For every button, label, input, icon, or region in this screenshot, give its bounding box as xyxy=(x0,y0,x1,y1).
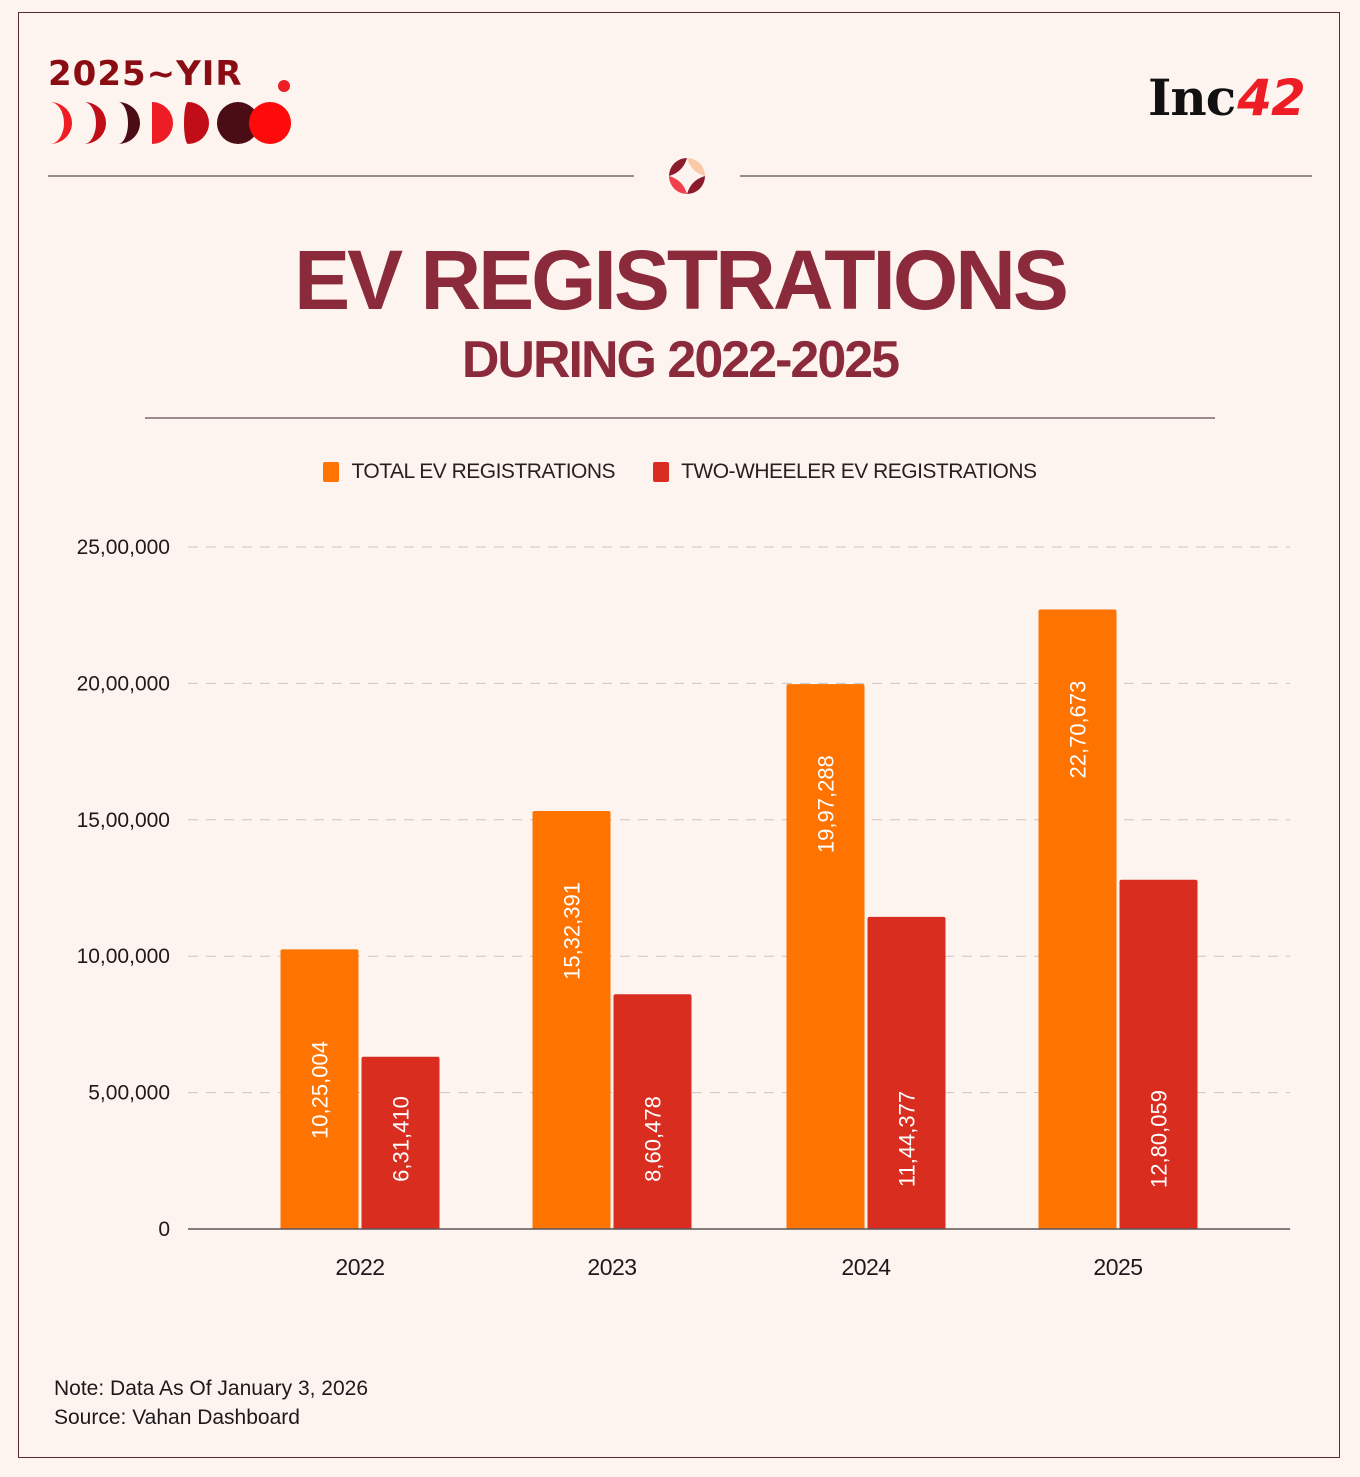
yir-logo-dot xyxy=(278,80,290,92)
x-tick-label: 2025 xyxy=(1093,1254,1142,1280)
legend-item-two-wheeler: TWO-WHEELER EV REGISTRATIONS xyxy=(653,460,1037,484)
legend-swatch-total xyxy=(323,462,340,482)
footer-notes: Note: Data As Of January 3, 2026 Source:… xyxy=(54,1374,368,1432)
bar-chart: 0 5,00,000 10,00,000 15,00,000 20,00,000 25,0… xyxy=(77,536,1290,1280)
chart-legend: TOTAL EV REGISTRATIONS TWO-WHEELER EV RE… xyxy=(0,460,1360,484)
bar-value-label: 22,70,673 xyxy=(1066,681,1091,779)
data-note: Note: Data As Of January 3, 2026 xyxy=(54,1377,369,1400)
data-source: Source: Vahan Dashboard xyxy=(54,1406,300,1429)
legend-swatch-two-wheeler xyxy=(653,462,670,482)
x-tick-label: 2024 xyxy=(841,1254,891,1280)
legend-item-total: TOTAL EV REGISTRATIONS xyxy=(323,460,616,484)
header-divider-left xyxy=(48,175,634,177)
moon-phase-1 xyxy=(50,102,72,144)
y-tick-label: 10,00,000 xyxy=(77,945,170,968)
bar-value-label: 11,44,377 xyxy=(895,1091,920,1187)
bar-value-label: 19,97,288 xyxy=(814,755,839,853)
bar-value-label: 6,31,410 xyxy=(389,1096,414,1182)
bar-total xyxy=(280,949,359,1229)
bar-total xyxy=(1038,609,1117,1229)
inc42-logo: Inc42 xyxy=(1148,68,1306,127)
chart-title: EV REGISTRATIONS xyxy=(294,233,1069,327)
bar-total xyxy=(532,810,611,1229)
moon-phase-2 xyxy=(84,102,106,144)
moon-phase-4 xyxy=(152,102,173,144)
chart-subtitle: DURING 2022-2025 xyxy=(461,331,900,389)
inc42-logo-number: 42 xyxy=(1237,69,1306,127)
y-tick-label: 5,00,000 xyxy=(88,1082,170,1105)
moon-phase-7 xyxy=(249,102,291,144)
x-tick-label: 2022 xyxy=(335,1254,384,1280)
yir-logo-text: 2025~YIR xyxy=(48,54,243,94)
y-tick-label: 15,00,000 xyxy=(77,809,170,832)
legend-label-total: TOTAL EV REGISTRATIONS xyxy=(351,460,616,483)
bar-total xyxy=(786,684,865,1229)
y-tick-label: 25,00,000 xyxy=(77,536,170,559)
bar-two-wheeler xyxy=(361,1056,440,1229)
title-divider xyxy=(145,417,1215,419)
bar-value-label: 10,25,004 xyxy=(308,1041,333,1139)
y-tick-label: 20,00,000 xyxy=(77,672,170,695)
bar-two-wheeler xyxy=(1119,879,1198,1229)
bar-two-wheeler xyxy=(867,916,946,1229)
bar-value-label: 15,32,391 xyxy=(560,882,585,980)
inc42-logo-name: Inc xyxy=(1148,68,1236,127)
moon-phase-3 xyxy=(118,102,140,144)
infographic-frame xyxy=(18,12,1340,1458)
bar-value-label: 8,60,478 xyxy=(641,1096,666,1182)
moon-phase-6 xyxy=(217,102,259,144)
legend-label-two-wheeler: TWO-WHEELER EV REGISTRATIONS xyxy=(681,460,1037,483)
moon-phase-5 xyxy=(184,102,209,144)
moon-phases-icon xyxy=(50,102,291,144)
y-tick-label: 0 xyxy=(158,1218,170,1241)
bar-value-label: 12,80,059 xyxy=(1147,1090,1172,1188)
header-divider-right xyxy=(740,175,1312,177)
x-tick-label: 2023 xyxy=(587,1254,636,1280)
star-emblem-icon xyxy=(669,158,705,194)
bar-two-wheeler xyxy=(613,994,692,1229)
